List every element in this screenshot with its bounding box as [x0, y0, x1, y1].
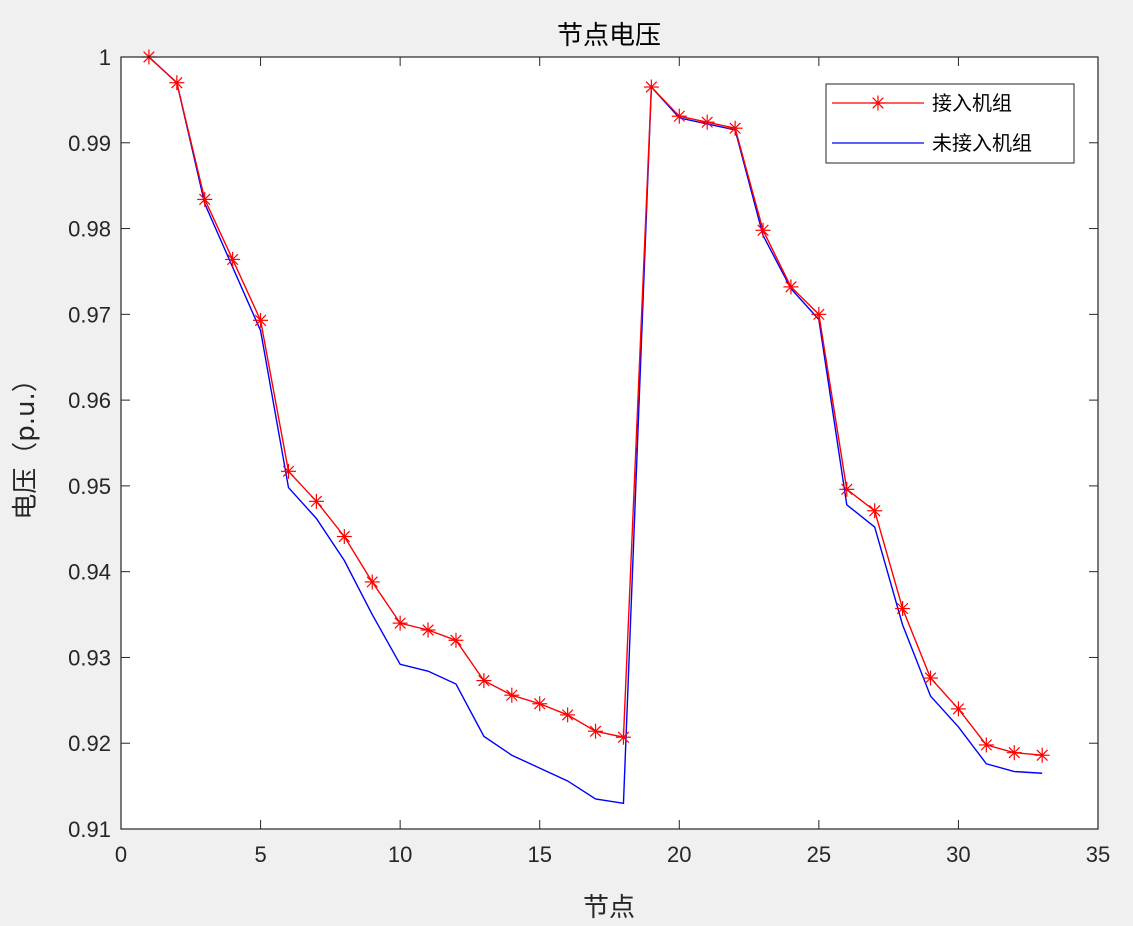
data-point-marker: [783, 279, 799, 295]
data-point-marker: [280, 463, 296, 479]
data-point-marker: [364, 574, 380, 590]
data-point-marker: [308, 493, 324, 509]
x-axis-ticks: 0 5 10 15 20 25 30 35: [115, 57, 1110, 867]
data-point-marker: [504, 687, 520, 703]
data-point-marker: [895, 601, 911, 617]
axes-box: [120, 56, 1099, 830]
data-point-marker: [1034, 747, 1050, 763]
y-tick-label: 0.95: [68, 474, 111, 499]
x-tick-label: 0: [115, 842, 127, 867]
data-point-marker: [950, 701, 966, 717]
y-tick-label: 0.99: [68, 131, 111, 156]
legend-label-1: 未接入机组: [932, 131, 1032, 155]
y-tick-label: 0.97: [68, 302, 111, 327]
data-point-marker: [448, 632, 464, 648]
x-axis-title: 节点: [583, 893, 635, 923]
y-tick-label: 0.93: [68, 645, 111, 670]
plot-area: [121, 57, 1098, 829]
x-tick-label: 10: [388, 842, 412, 867]
data-point-marker: [755, 222, 771, 238]
data-point-marker: [923, 670, 939, 686]
data-point-marker: [978, 737, 994, 753]
series-layer: [141, 49, 1050, 805]
data-point-marker: [1006, 745, 1022, 761]
legend-label-0: 接入机组: [932, 91, 1012, 115]
data-point-marker: [727, 120, 743, 136]
data-point-marker: [588, 723, 604, 739]
x-tick-label: 15: [527, 842, 551, 867]
data-point-marker: [476, 673, 492, 689]
x-tick-label: 5: [254, 842, 266, 867]
x-tick-label: 30: [946, 842, 970, 867]
data-point-marker: [420, 622, 436, 638]
data-point-marker: [839, 481, 855, 497]
data-point-marker: [560, 707, 576, 723]
series-line-1: [148, 56, 1043, 805]
y-axis-ticks: 0.91 0.92 0.93 0.94 0.95 0.96 0.97 0.98 0.99 1: [68, 45, 1098, 842]
data-point-marker: [615, 729, 631, 745]
x-tick-label: 20: [667, 842, 691, 867]
legend-marker-asterisk: [870, 95, 886, 111]
x-tick-label: 35: [1086, 842, 1110, 867]
y-tick-label: 0.92: [68, 731, 111, 756]
x-tick-label: 25: [807, 842, 831, 867]
y-tick-label: 0.98: [68, 217, 111, 242]
y-tick-label: 0.94: [68, 560, 111, 585]
legend-asterisk: [870, 95, 886, 111]
legend-box: [825, 83, 1075, 164]
data-point-marker: [392, 615, 408, 631]
y-tick-label: 0.96: [68, 388, 111, 413]
data-point-marker: [671, 108, 687, 124]
data-point-marker: [532, 696, 548, 712]
data-point-marker: [811, 306, 827, 322]
data-point-marker: [169, 75, 185, 91]
data-point-marker: [643, 79, 659, 95]
data-point-marker: [867, 503, 883, 519]
y-axis-title: 电压（p.u.）: [11, 366, 41, 520]
y-tick-label: 0.91: [68, 817, 111, 842]
legend: 接入机组 未接入机组: [825, 83, 1075, 164]
data-point-marker: [225, 251, 241, 267]
data-point-marker: [336, 528, 352, 544]
y-tick-label: 1: [99, 45, 111, 70]
chart-title: 节点电压: [557, 21, 661, 51]
data-point-marker: [253, 312, 269, 328]
data-point-marker: [699, 114, 715, 130]
data-point-marker: [197, 191, 213, 207]
